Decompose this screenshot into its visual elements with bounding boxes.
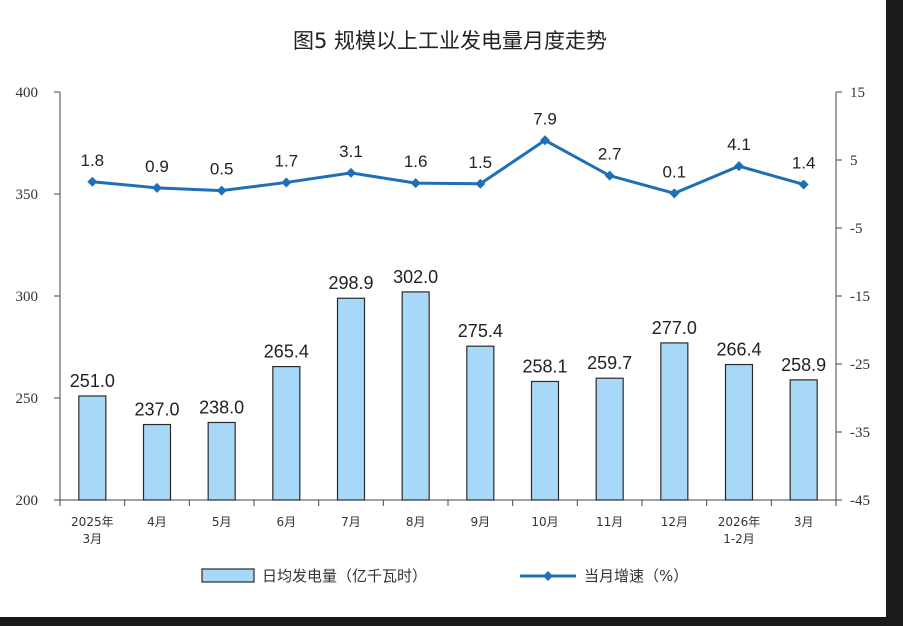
- left-tick-label: 300: [16, 289, 39, 305]
- right-tick-label: -15: [850, 289, 870, 305]
- legend-line-label: 当月增速（%）: [584, 567, 688, 585]
- x-tick-label: 3月: [794, 515, 814, 529]
- legend-line-marker: [543, 571, 553, 581]
- line-point: [475, 178, 486, 189]
- legend: 日均发电量（亿千瓦时） 当月增速（%）: [201, 567, 688, 585]
- chart-svg: 图5 规模以上工业发电量月度走势 200 250 300 350 400 -45 -35 -2…: [16, 29, 871, 585]
- line-data-label: 1.8: [81, 151, 105, 170]
- axes: 200 250 300 350 400 -45 -35 -25 -15 -5 5 15 2025年 3月 4…: [16, 85, 871, 546]
- bar-data-label: 238.0: [199, 397, 244, 417]
- x-tick-label: 12月: [661, 515, 688, 529]
- bar-data-label: 237.0: [134, 400, 179, 420]
- right-tick-label: -25: [850, 357, 870, 373]
- left-tick-label: 250: [16, 391, 39, 407]
- line-data-label: 4.1: [727, 135, 751, 154]
- bar-data-label: 265.4: [264, 342, 309, 362]
- line-point: [87, 176, 98, 187]
- bar-data-label: 258.1: [522, 356, 567, 376]
- bar-series: 251.0 237.0 238.0 265.4 298.9 302.0 275.4 258.1…: [70, 267, 826, 501]
- bar-data-label: 275.4: [458, 321, 503, 341]
- right-tick-label: -35: [850, 425, 870, 441]
- line-data-label: 1.4: [792, 153, 816, 172]
- line-data-label: 1.5: [469, 153, 493, 172]
- bar: [401, 291, 430, 501]
- bar-data-label: 259.7: [587, 353, 632, 373]
- x-tick-label: 8月: [406, 515, 426, 529]
- chart-panel: 图5 规模以上工业发电量月度走势 200 250 300 350 400 -45 -35 -2…: [0, 0, 886, 617]
- line-data-label: 1.6: [404, 152, 428, 171]
- bar-data-label: 266.4: [716, 340, 761, 360]
- line-point: [281, 177, 292, 188]
- bar: [724, 363, 754, 501]
- line-point: [604, 170, 615, 181]
- line-data-label: 7.9: [533, 109, 557, 128]
- right-tick-label: 5: [850, 153, 858, 169]
- line-data-label: 0.5: [210, 160, 234, 179]
- line-series: 1.8 0.9 0.5 1.7 3.1 1.6 1.5 7.9 2.7 0.1 4.1 1.4: [81, 109, 816, 199]
- x-tick-label: 2026年: [718, 515, 761, 529]
- bar: [530, 380, 560, 501]
- left-tick-label: 200: [16, 493, 39, 509]
- bar-data-label: 302.0: [393, 267, 438, 287]
- line-data-label: 3.1: [339, 142, 363, 161]
- bar: [272, 365, 301, 501]
- line-data-label: 0.1: [663, 162, 687, 181]
- bar: [789, 379, 818, 501]
- bar: [207, 421, 236, 501]
- x-tick-label: 5月: [212, 515, 232, 529]
- right-tick-label: -5: [850, 221, 863, 237]
- bar: [142, 423, 172, 501]
- right-tick-label: -45: [850, 493, 870, 509]
- growth-line: [92, 138, 805, 195]
- line-data-label: 1.7: [275, 151, 299, 170]
- line-point: [798, 179, 809, 190]
- x-tick-label: 7月: [341, 515, 361, 529]
- right-tick-label: 15: [850, 85, 865, 101]
- bar: [466, 345, 495, 501]
- line-point: [346, 167, 356, 178]
- x-tick-label: 10月: [531, 515, 558, 529]
- left-tick-label: 350: [16, 187, 39, 203]
- bar: [595, 377, 624, 501]
- bar: [78, 395, 107, 501]
- line-point: [734, 161, 744, 172]
- bar: [336, 297, 366, 501]
- line-data-label: 2.7: [598, 145, 622, 164]
- line-point: [410, 178, 421, 189]
- line-point: [216, 185, 227, 196]
- x-tick-label: 11月: [596, 515, 623, 529]
- bar-data-label: 258.9: [781, 355, 826, 375]
- x-tick-label: 4月: [147, 515, 167, 529]
- line-point: [669, 188, 680, 199]
- bar: [660, 342, 689, 501]
- legend-bar-label: 日均发电量（亿千瓦时）: [262, 567, 427, 585]
- left-tick-label: 400: [16, 85, 39, 101]
- x-tick-label: 6月: [277, 515, 297, 529]
- x-tick-label: 1-2月: [723, 532, 755, 546]
- line-data-label: 0.9: [145, 157, 169, 176]
- x-tick-label: 9月: [471, 515, 491, 529]
- legend-bar-swatch: [201, 568, 255, 583]
- line-point: [540, 135, 550, 146]
- bar-data-label: 298.9: [328, 273, 373, 293]
- bar-data-label: 251.0: [70, 371, 115, 391]
- chart-title: 图5 规模以上工业发电量月度走势: [293, 29, 607, 53]
- x-tick-label: 2025年: [71, 515, 114, 529]
- bar-data-label: 277.0: [652, 318, 697, 338]
- x-tick-label: 3月: [83, 532, 103, 546]
- line-point: [152, 182, 162, 193]
